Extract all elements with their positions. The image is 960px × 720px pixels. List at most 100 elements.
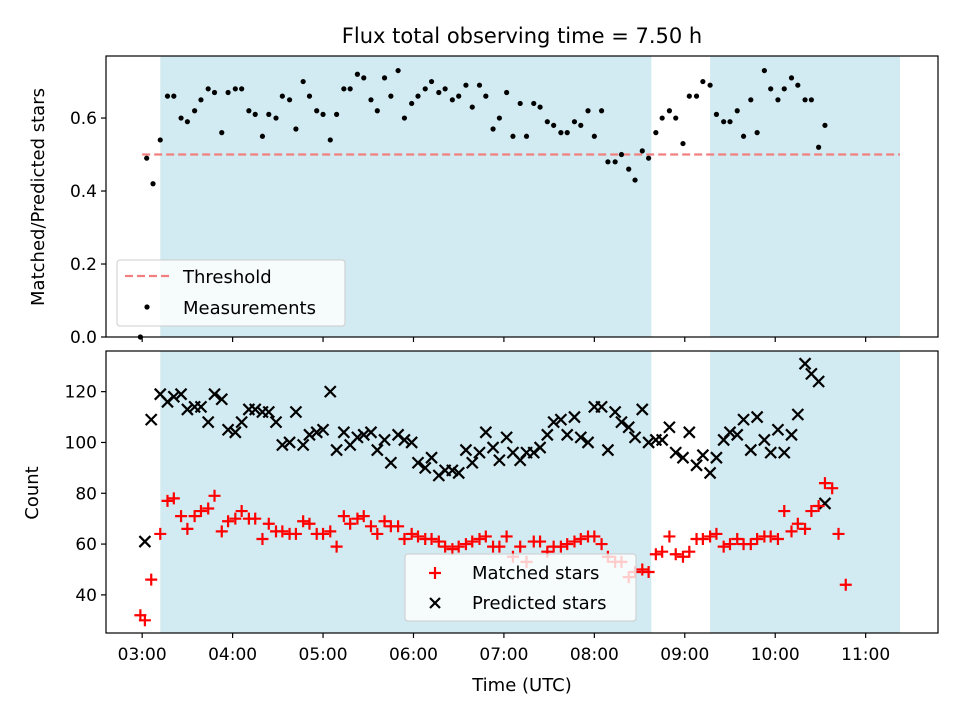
predicted-star-marker (248, 403, 262, 416)
measurement-point (286, 97, 293, 103)
predicted-star-marker (174, 387, 188, 401)
measurement-point (409, 100, 415, 107)
bottom-legend: Matched stars Predicted stars (404, 553, 637, 622)
measurement-point (144, 155, 150, 161)
measurement-point (456, 93, 462, 99)
predicted-star-marker (411, 456, 425, 470)
matched-star-marker (514, 540, 527, 553)
predicted-star-marker (465, 456, 479, 470)
measurement-point (211, 89, 218, 96)
predicted-star-marker (378, 433, 391, 447)
measurement-point (259, 133, 266, 139)
matched-star-marker (398, 533, 411, 545)
measurement-point (523, 133, 530, 139)
matched-star-marker (724, 538, 736, 551)
measurement-point (721, 119, 727, 125)
bottom-y-tick-label: 120 (65, 383, 97, 403)
predicted-star-marker (316, 423, 330, 437)
predicted-star-marker (459, 443, 473, 457)
measurement-point (626, 166, 632, 172)
measurement-point (334, 111, 340, 117)
matched-star-marker (791, 517, 804, 530)
matched-star-marker (276, 525, 289, 538)
matched-star-marker (785, 525, 798, 538)
measurement-point (740, 133, 747, 139)
measurement-point (802, 97, 808, 103)
bottom-y-axis-label: Count (22, 466, 43, 519)
predicted-star-marker (777, 446, 791, 459)
matched-star-marker (663, 530, 676, 543)
predicted-star-marker (229, 426, 242, 439)
measurement-point (300, 78, 306, 85)
predicted-star-marker (595, 400, 608, 414)
predicted-star-marker (758, 433, 771, 447)
top-y-tick-label: 0.2 (70, 255, 97, 275)
matched-star-marker (439, 540, 452, 553)
measurement-point (157, 137, 163, 143)
matched-star-marker (202, 502, 215, 515)
predicted-star-marker (696, 448, 710, 462)
top-observing-window-1 (710, 56, 901, 337)
measurement-point (504, 89, 510, 96)
top-y-tick-label: 0.4 (70, 182, 97, 202)
matched-star-marker (167, 492, 180, 505)
measurement-point (395, 67, 401, 74)
x-tick-label: 04:00 (208, 645, 257, 665)
measurement-point (205, 86, 211, 92)
measurement-point (693, 93, 700, 99)
measurement-point (822, 122, 828, 128)
matched-star-marker (574, 533, 587, 545)
measurement-point (306, 93, 313, 99)
predicted-star-marker (554, 413, 568, 426)
measurement-point (341, 86, 347, 92)
top-y-tick-label: 0.6 (70, 109, 97, 129)
measurement-point (748, 97, 754, 103)
predicted-star-marker (669, 446, 683, 459)
measurement-point (808, 97, 814, 103)
matched-star-marker (676, 550, 689, 563)
matched-star-marker (452, 540, 465, 553)
predicted-star-marker (303, 428, 316, 442)
measurement-point (388, 93, 394, 99)
measurement-point (252, 111, 258, 117)
matched-star-marker (466, 535, 479, 548)
measurement-point (727, 119, 733, 125)
x-tick-label: 05:00 (299, 645, 348, 665)
matched-star-marker (818, 477, 831, 490)
matched-star-marker (138, 614, 151, 627)
measurement-point (361, 75, 367, 81)
matched-star-marker (595, 538, 608, 551)
predicted-star-marker (608, 405, 622, 419)
matched-star-marker (717, 540, 730, 553)
measurement-point (246, 108, 252, 114)
measurement-point (781, 86, 787, 92)
predicted-star-marker (405, 436, 418, 449)
matched-star-marker (473, 533, 486, 545)
predicted-star-marker (560, 428, 574, 442)
predicted-star-marker (750, 410, 764, 424)
matched-star-marker (330, 540, 343, 553)
predicted-star-marker (221, 423, 235, 437)
matched-star-marker (324, 525, 337, 538)
matched-star-marker (446, 543, 459, 556)
measurement-point (666, 108, 673, 114)
measurement-point (761, 67, 767, 74)
predicted-star-marker (425, 451, 438, 464)
measurement-point (442, 86, 448, 92)
measurement-point (768, 86, 774, 92)
measurement-point (314, 108, 320, 114)
predicted-star-marker (533, 441, 547, 454)
predicted-star-marker (181, 403, 194, 416)
matched-star-marker (357, 510, 370, 523)
measurement-point (347, 86, 353, 92)
predicted-star-marker (364, 426, 378, 439)
predicted-star-marker (283, 436, 296, 449)
predicted-star-marker (690, 459, 703, 472)
legend-predicted-swatch (429, 597, 441, 609)
matched-star-marker (161, 494, 174, 507)
measurement-point (469, 104, 475, 110)
x-tick-label: 06:00 (389, 645, 438, 665)
predicted-star-marker (568, 410, 581, 424)
predicted-star-marker (208, 387, 221, 401)
